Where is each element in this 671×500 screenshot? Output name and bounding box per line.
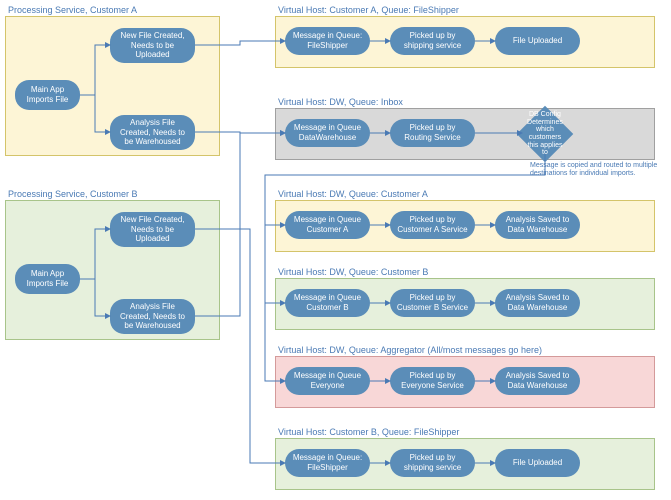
lane2-note: Message is copied and routed to multiple… <box>530 162 665 179</box>
lane-3-title: Virtual Host: DW, Queue: Customer A <box>278 189 428 199</box>
lane4-n3: Analysis Saved to Data Warehouse <box>495 289 580 317</box>
lane6-n3: File Uploaded <box>495 449 580 477</box>
lane6-n2: Picked up by shipping service <box>390 449 475 477</box>
lane6-n1: Message in Queue: FileShipper <box>285 449 370 477</box>
lane-6-title: Virtual Host: Customer B, Queue: FileShi… <box>278 427 459 437</box>
lane-4-title: Virtual Host: DW, Queue: Customer B <box>278 267 428 277</box>
lane3-n2: Picked up by Customer A Service <box>390 211 475 239</box>
lane-1-title: Virtual Host: Customer A, Queue: FileShi… <box>278 5 459 15</box>
lane-5-title: Virtual Host: DW, Queue: Aggregator (All… <box>278 345 542 355</box>
lane1-n1: Message in Queue: FileShipper <box>285 27 370 55</box>
lane3-n1: Message in Queue Customer A <box>285 211 370 239</box>
node-b-newfile: New File Created, Needs to be Uploaded <box>110 212 195 247</box>
lane3-n3: Analysis Saved to Data Warehouse <box>495 211 580 239</box>
lane5-n1: Message in Queue Everyone <box>285 367 370 395</box>
node-a-newfile: New File Created, Needs to be Uploaded <box>110 28 195 63</box>
node-a-main: Main App Imports File <box>15 80 80 110</box>
lane2-diamond: DB Config Determines which customers thi… <box>517 106 574 163</box>
lane2-n2: Picked up by Routing Service <box>390 119 475 147</box>
lane2-n3: DB Config Determines which customers thi… <box>525 111 565 157</box>
lane-2-title: Virtual Host: DW, Queue: Inbox <box>278 97 403 107</box>
lane1-n3: File Uploaded <box>495 27 580 55</box>
lane1-n2: Picked up by shipping service <box>390 27 475 55</box>
node-b-analysis: Analysis File Created, Needs to be Wareh… <box>110 299 195 334</box>
node-b-main: Main App Imports File <box>15 264 80 294</box>
lane5-n2: Picked up by Everyone Service <box>390 367 475 395</box>
node-a-analysis: Analysis File Created, Needs to be Wareh… <box>110 115 195 150</box>
lane2-n1: Message in Queue DataWarehouse <box>285 119 370 147</box>
lane4-n1: Message in Queue Customer B <box>285 289 370 317</box>
proc-b-title: Processing Service, Customer B <box>8 189 138 199</box>
lane4-n2: Picked up by Customer B Service <box>390 289 475 317</box>
proc-a-title: Processing Service, Customer A <box>8 5 137 15</box>
lane5-n3: Analysis Saved to Data Warehouse <box>495 367 580 395</box>
